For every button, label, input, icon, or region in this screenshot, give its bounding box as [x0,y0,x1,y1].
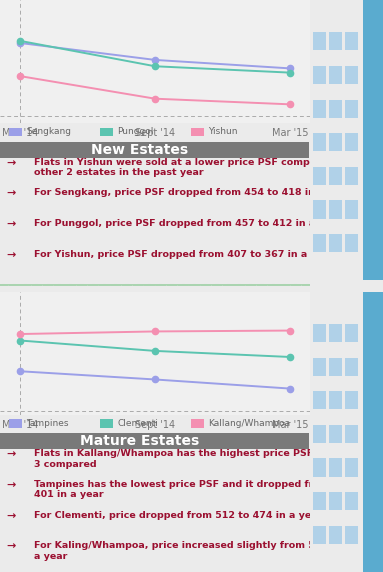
Bar [345,167,358,185]
Bar [363,0,383,280]
Text: Flats in Kallang/Whampoa has the highest price PSF amongst the
3 compared: Flats in Kallang/Whampoa has the highest… [34,450,383,468]
Bar [345,492,358,510]
Text: For Punggol, price PSF dropped from 457 to 412 in a year: For Punggol, price PSF dropped from 457 … [34,219,342,228]
FancyBboxPatch shape [9,128,22,136]
Bar [345,391,358,410]
Bar [345,66,358,84]
Bar [313,167,326,185]
Bar [313,32,326,50]
Bar [313,234,326,252]
Bar [313,66,326,84]
Text: Yishun: Yishun [208,128,238,136]
Text: For Yishun, price PSF dropped from 407 to 367 in a year: For Yishun, price PSF dropped from 407 t… [34,250,334,259]
Text: →: → [6,158,16,168]
FancyBboxPatch shape [192,419,204,428]
Text: →: → [6,541,16,551]
Text: Clementi: Clementi [117,419,158,428]
Bar [345,324,358,342]
Text: For Clementi, price dropped from 512 to 474 in a year: For Clementi, price dropped from 512 to … [34,511,322,520]
Bar [329,200,342,219]
Bar [313,358,326,376]
Bar [345,100,358,118]
Bar [329,324,342,342]
Bar [329,167,342,185]
Text: For Kaling/Whampoa, price increased slightly from 527 to 533 in
a year: For Kaling/Whampoa, price increased slig… [34,541,378,561]
FancyBboxPatch shape [100,128,113,136]
Bar [329,100,342,118]
Text: New Estates: New Estates [91,142,188,157]
Bar [345,425,358,443]
Text: Tampines has the lowest price PSF and it dropped from 441 to
401 in a year: Tampines has the lowest price PSF and it… [34,480,367,499]
Bar [313,391,326,410]
FancyBboxPatch shape [9,419,22,428]
Text: →: → [6,511,16,521]
Bar [313,100,326,118]
Text: →: → [6,188,16,198]
Bar [313,492,326,510]
Bar [329,358,342,376]
Bar [329,234,342,252]
Bar [313,200,326,219]
Bar [345,358,358,376]
Text: Punggol: Punggol [117,128,154,136]
Bar [345,133,358,152]
Text: →: → [6,480,16,490]
Text: Flats in Yishun were sold at a lower price PSF compared to the
other 2 estates i: Flats in Yishun were sold at a lower pri… [34,158,370,177]
Bar [329,32,342,50]
Bar [313,458,326,476]
Bar [345,458,358,476]
Bar [329,526,342,544]
Bar [329,66,342,84]
Bar [329,425,342,443]
Bar [345,32,358,50]
Bar [363,292,383,572]
Bar [345,234,358,252]
Text: Kallang/Whampoa: Kallang/Whampoa [208,419,290,428]
Bar [329,458,342,476]
Bar [313,324,326,342]
Bar [313,526,326,544]
Bar [313,425,326,443]
FancyBboxPatch shape [192,128,204,136]
Bar [313,133,326,152]
Text: Mature Estates: Mature Estates [80,434,199,448]
Text: For Sengkang, price PSF dropped from 454 to 418 in a year: For Sengkang, price PSF dropped from 454… [34,188,352,197]
Bar [329,391,342,410]
Text: Sengkang: Sengkang [26,128,71,136]
Bar [329,492,342,510]
Text: Tampines: Tampines [26,419,69,428]
Text: →: → [6,450,16,459]
Bar [345,200,358,219]
Bar [329,133,342,152]
Text: →: → [6,250,16,260]
Text: →: → [6,219,16,229]
FancyBboxPatch shape [100,419,113,428]
Bar [345,526,358,544]
FancyBboxPatch shape [0,142,309,158]
FancyBboxPatch shape [0,433,309,450]
